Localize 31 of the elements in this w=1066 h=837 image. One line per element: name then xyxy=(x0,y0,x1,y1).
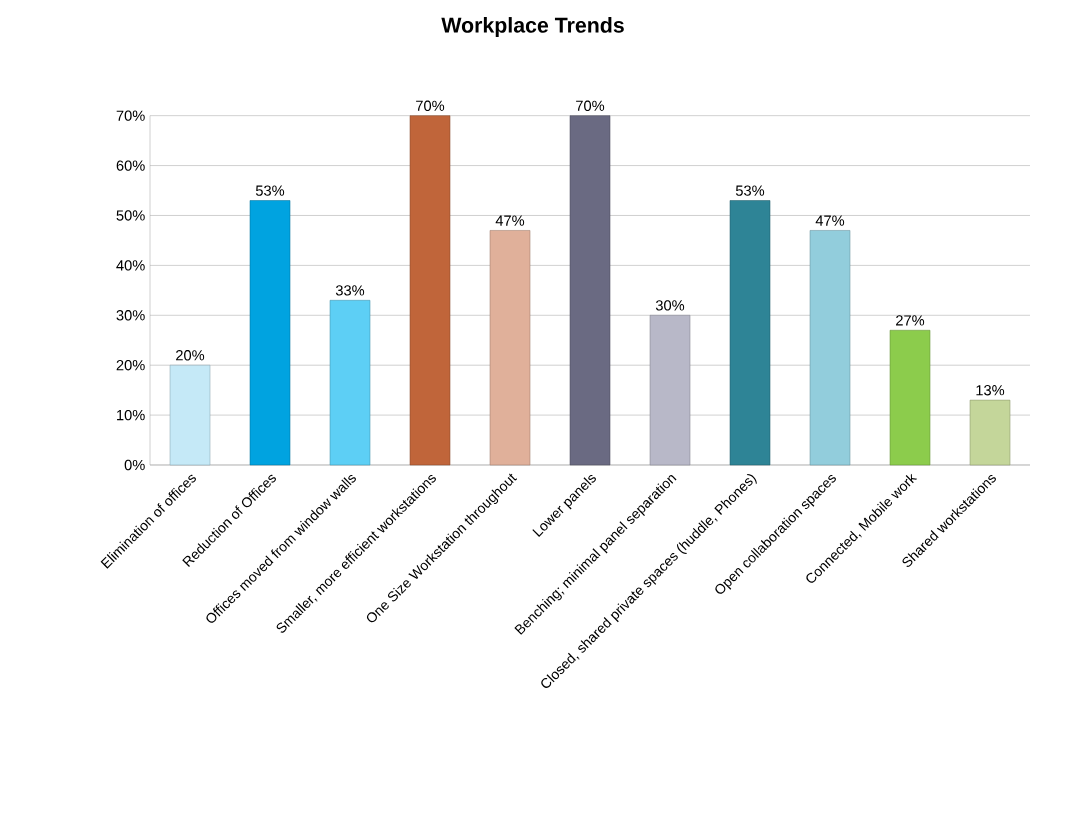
data-label: 27% xyxy=(896,315,925,326)
y-tick-label: 40% xyxy=(116,260,145,271)
data-label: 33% xyxy=(335,285,365,296)
y-tick-label: 20% xyxy=(116,360,145,371)
y-tick-label: 10% xyxy=(117,409,145,421)
bar xyxy=(489,230,531,466)
bar xyxy=(249,200,291,466)
y-tick-label: 70% xyxy=(116,110,145,121)
data-label: 20% xyxy=(176,350,205,361)
data-label: 70% xyxy=(576,100,605,111)
y-tick-label: 0% xyxy=(124,459,145,471)
y-tick-label: 50% xyxy=(116,210,145,221)
bar xyxy=(889,329,931,466)
data-label: 47% xyxy=(495,215,525,226)
data-label: 47% xyxy=(815,215,845,226)
bar xyxy=(169,364,211,466)
data-label: 53% xyxy=(255,185,285,196)
data-label: 13% xyxy=(976,385,1005,396)
bar xyxy=(649,315,691,466)
data-label: 53% xyxy=(735,185,765,196)
bar xyxy=(569,115,611,466)
bar xyxy=(809,230,851,466)
data-label: 70% xyxy=(416,100,445,111)
y-tick-label: 30% xyxy=(116,310,145,321)
bar xyxy=(969,399,1011,466)
y-tick-label: 60% xyxy=(116,160,145,171)
data-label: 30% xyxy=(655,300,685,311)
bar xyxy=(409,115,451,466)
bar xyxy=(729,200,771,466)
bar xyxy=(329,300,371,466)
chart-title: Workplace Trends xyxy=(441,17,624,37)
